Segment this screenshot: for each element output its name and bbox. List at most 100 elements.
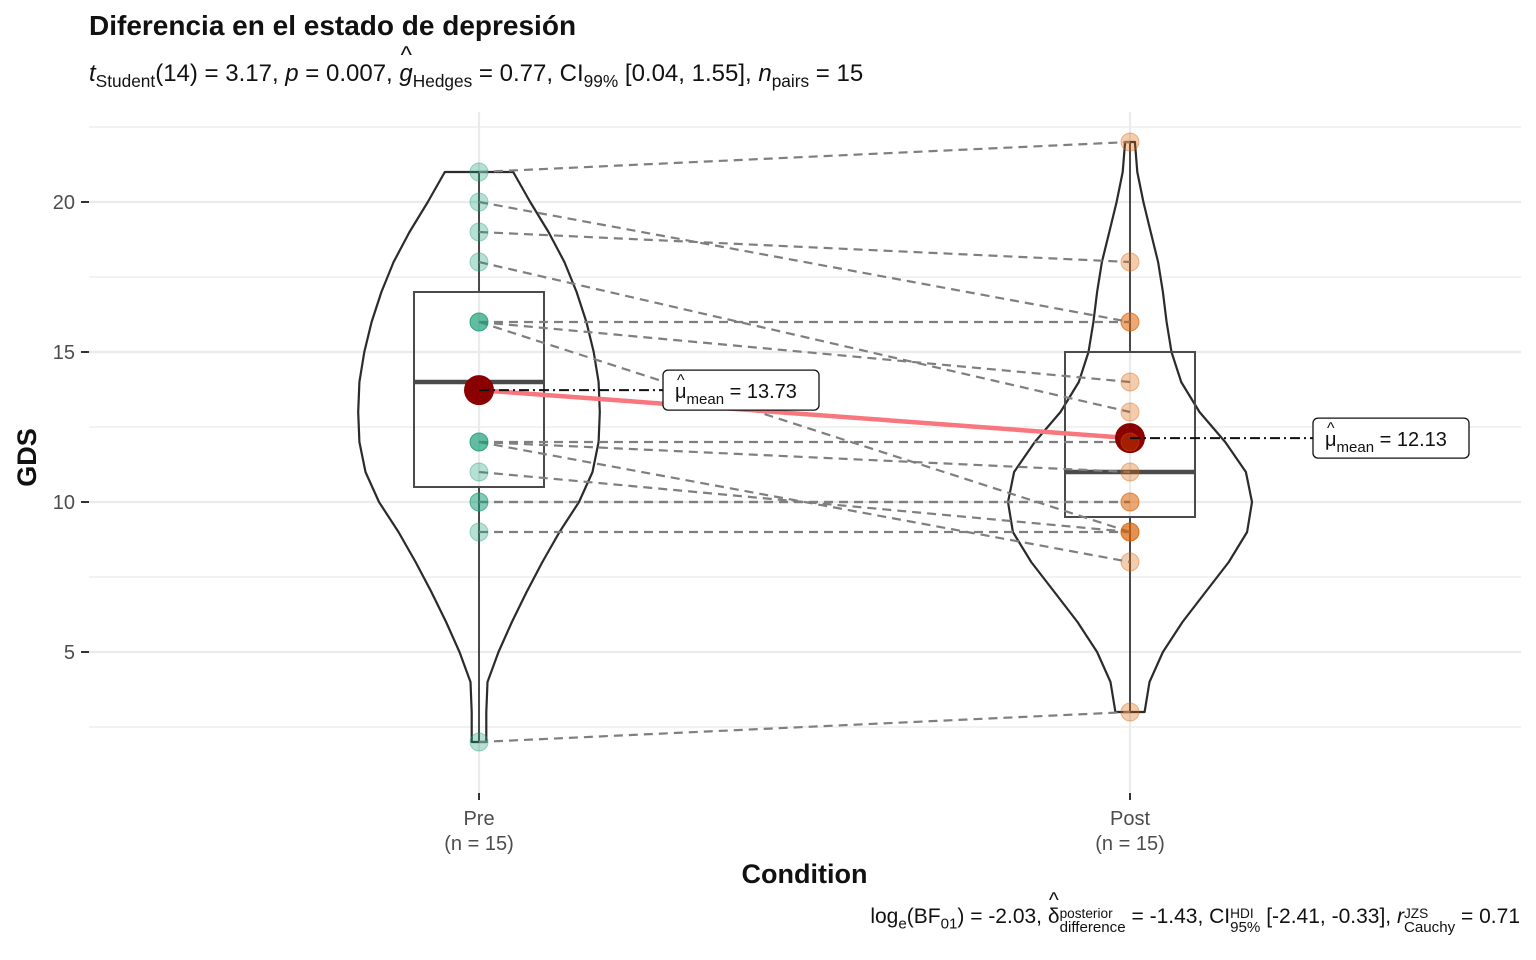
paired-line [478,140,1131,174]
data-point-post [1120,522,1140,542]
data-point-post [1120,312,1140,332]
axes [81,201,1131,800]
caption-ci-sup: HDI [1230,906,1254,922]
y-tick-label: 5 [64,642,75,664]
subtitle-n-sub: pairs [771,71,810,92]
paired-line [478,320,1131,384]
chart-subtitle: tStudent(14) = 3.17, p = 0.007, gHedges … [89,42,864,92]
chart-title: Diferencia en el estado de depresión [89,10,577,41]
data-point-pre [469,432,489,452]
data-point-pre [469,162,489,182]
data-point-pre [469,492,489,512]
caption-r-stack: JZS Cauchy [1403,906,1456,937]
data-point-pre [469,732,489,752]
caption-ci-value: [-2.41, -0.33], [1260,905,1397,928]
caption-r-sub: Cauchy [1403,919,1456,937]
caption-r-value: = 0.71 [1455,905,1520,928]
paired-line [478,470,1131,534]
x-tick-n-pre: (n = 15) [444,833,513,855]
mean-label-value: = 13.73 [724,381,797,403]
subtitle-ci-sub: 99% [583,71,619,92]
data-point-post [1120,402,1140,422]
subtitle-t-sub: Student [95,71,156,92]
mean-labels: μmean = 13.73^μmean = 12.13^ [479,369,1470,459]
chart-plot: μmean = 13.73^μmean = 12.13^ 5101520Pre(… [12,112,1521,889]
data-point-post [1120,492,1140,512]
data-point-pre [469,252,489,272]
subtitle-n-value: = 15 [809,60,864,87]
paired-line [478,440,1131,474]
caption-ci-sub: 95% [1230,919,1261,937]
caption-r-label: r [1396,905,1404,928]
mean-label-sub: mean [687,391,725,408]
paired-lines [478,140,1131,744]
paired-line [478,200,1131,324]
data-point-post [1120,372,1140,392]
subtitle-p-label: p [285,60,299,87]
data-point-pre [469,462,489,482]
subtitle-g-value: = 0.77, CI [472,60,584,87]
x-axis-title: Condition [742,859,868,889]
data-point-post [1120,552,1140,572]
caption-delta-sub: difference [1059,919,1126,937]
mean-label-box [1312,417,1470,459]
mean-label-hat: ^ [1327,420,1335,437]
data-point-pre [469,312,489,332]
data-point-pre [469,432,489,452]
mean-label-box [662,369,820,411]
data-point-post [1120,492,1140,512]
data-point-post [1120,522,1140,542]
mean-label-hat: ^ [677,372,685,389]
data-point-pre [469,192,489,212]
caption-r-sup: JZS [1403,906,1429,922]
subtitle-g-sub: Hedges [412,71,473,92]
data-point-post [1120,462,1140,482]
data-point-pre [469,312,489,332]
data-point-post [1120,132,1140,152]
violin-pre [357,170,601,744]
paired-line [478,260,1131,414]
paired-line [478,320,1131,534]
data-point-post [1120,522,1140,542]
x-tick-n-post: (n = 15) [1095,833,1164,855]
subtitle-p-value: = 0.007, [298,60,400,87]
subtitle-t-label: t [89,60,96,87]
data-point-pre [469,522,489,542]
caption-bf-sub: 01 [940,915,958,933]
caption-delta: δ [1048,889,1060,929]
grid-lines [89,112,1521,793]
y-tick-label: 10 [53,492,75,514]
data-point-pre [469,432,489,452]
subtitle-t-value: (14) = 3.17, [155,60,286,87]
mean-label-symbol: μ [675,381,687,403]
caption-bf-value: ) = -2.03, [957,905,1048,928]
data-point-post [1120,432,1140,452]
caption-delta-stack: posterior difference [1059,906,1126,937]
caption-ci-stack: HDI 95% [1230,906,1261,937]
x-tick-label-post: Post [1110,808,1150,830]
mean-connect-line [478,387,1131,441]
data-points [469,132,1140,752]
caption-log-label: log [870,905,899,928]
x-tick-label-pre: Pre [463,808,494,830]
data-point-pre [469,492,489,512]
paired-line [478,710,1131,744]
caption-delta-sup: posterior [1059,906,1113,922]
caption-log-sub: e [898,915,907,933]
y-axis-title: GDS [12,428,42,487]
mean-label-symbol: μ [1325,429,1337,451]
mean-label-value: = 12.13 [1374,429,1447,451]
axis-text: 5 10 15 20 Pre (n = 15) Post (n = 15) Condition G… [12,192,1165,889]
paired-line [478,440,1131,564]
paired-line [478,230,1131,264]
subtitle-ci-value: [0.04, 1.55], [618,60,759,87]
y-tick-label: 20 [53,192,75,214]
caption-bf-label: (BF [906,905,941,928]
chart-caption: loge(BF01) = -2.03, δposteriordifference… [870,889,1520,937]
data-point-post [1120,702,1140,722]
data-point-post [1120,312,1140,332]
data-point-pre [469,312,489,332]
subtitle-g-label: g [399,42,412,88]
y-tick-label: 15 [53,342,75,364]
mean-label-sub: mean [1337,439,1375,456]
